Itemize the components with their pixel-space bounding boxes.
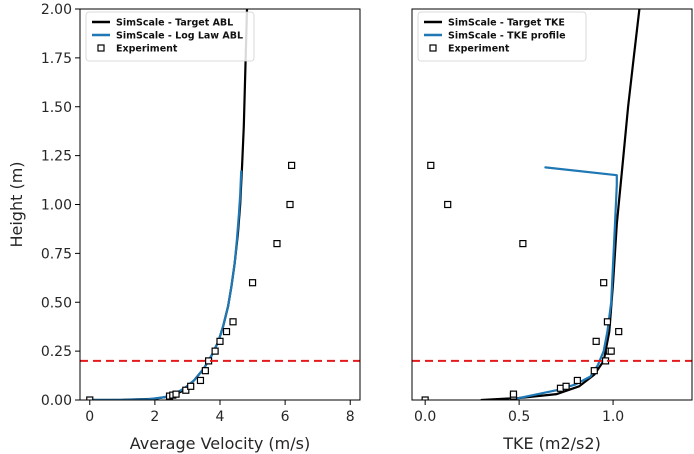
y-tick-label: 0.25 xyxy=(41,344,72,360)
experiment-marker xyxy=(196,376,205,385)
experiment-marker xyxy=(592,337,600,345)
experiment-marker xyxy=(444,200,452,209)
experiment-marker xyxy=(273,240,281,248)
y-tick-label: 1.25 xyxy=(41,149,72,165)
legend-marker-swatch xyxy=(97,44,105,52)
plot-area xyxy=(412,9,692,400)
legend-label: Experiment xyxy=(448,44,510,55)
legend-label: SimScale - TKE profile xyxy=(448,31,566,42)
x-tick-label: 0.5 xyxy=(508,409,530,425)
experiment-marker xyxy=(519,240,527,248)
experiment-marker xyxy=(229,318,237,326)
x-tick-label: 6 xyxy=(281,409,290,425)
series-line-1 xyxy=(88,170,243,400)
y-tick-label: 0.75 xyxy=(41,246,72,262)
y-tick-label: 1.50 xyxy=(41,100,72,116)
experiment-marker xyxy=(211,347,219,355)
experiment-marker xyxy=(562,382,570,390)
legend-label: Experiment xyxy=(116,44,178,55)
x-tick-label: 2 xyxy=(150,409,159,425)
experiment-marker xyxy=(222,327,231,336)
y-axis-label: Height (m) xyxy=(7,161,26,247)
x-tick-label: 0.0 xyxy=(414,409,436,425)
experiment-marker xyxy=(607,347,615,355)
experiment-marker xyxy=(182,386,190,394)
velocity-panel: 0 2 4 6 8 0.00 0.25 0.50 0.75 1.00 1.25 1.50 1.75 2.0… xyxy=(7,2,361,453)
experiment-marker xyxy=(427,161,435,169)
experiment-marker xyxy=(590,367,598,375)
experiment-marker xyxy=(286,200,294,209)
experiment-marker xyxy=(509,390,518,398)
x-tick-label: 8 xyxy=(346,409,355,425)
x-tick-label: 0 xyxy=(85,409,94,425)
legend-marker-swatch xyxy=(429,44,437,52)
x-axis-label: TKE (m2/s2) xyxy=(502,434,601,453)
x-axis-label: Average Velocity (m/s) xyxy=(130,434,310,453)
series-line-0 xyxy=(480,9,641,400)
y-tick-label: 1.75 xyxy=(41,51,72,67)
experiment-marker xyxy=(573,376,581,385)
experiment-marker xyxy=(187,382,195,390)
y-tick-label: 0.50 xyxy=(41,295,72,311)
experiment-marker xyxy=(421,396,429,400)
experiment-marker xyxy=(248,279,257,287)
legend-box xyxy=(417,11,587,62)
experiment-marker xyxy=(600,279,608,287)
legend-box xyxy=(85,11,255,62)
experiment-marker xyxy=(172,390,180,398)
plot-area xyxy=(80,9,360,400)
legend-label: SimScale - Target TKE xyxy=(448,18,565,29)
x-tick-label: 4 xyxy=(216,409,225,425)
y-tick-label: 1.00 xyxy=(41,198,72,214)
experiment-marker xyxy=(86,396,94,400)
experiment-marker xyxy=(603,318,612,326)
experiment-marker xyxy=(216,337,224,345)
axes-frame xyxy=(411,8,693,401)
experiment-marker xyxy=(201,367,209,375)
legend-label: SimScale - Target ABL xyxy=(116,18,233,29)
experiment-marker xyxy=(288,161,296,169)
x-tick-label: 1.0 xyxy=(602,409,624,425)
y-tick-label: 2.00 xyxy=(41,2,72,18)
experiment-marker xyxy=(615,327,623,336)
legend-label: SimScale - Log Law ABL xyxy=(116,31,243,42)
y-tick-label: 0.00 xyxy=(41,393,72,409)
